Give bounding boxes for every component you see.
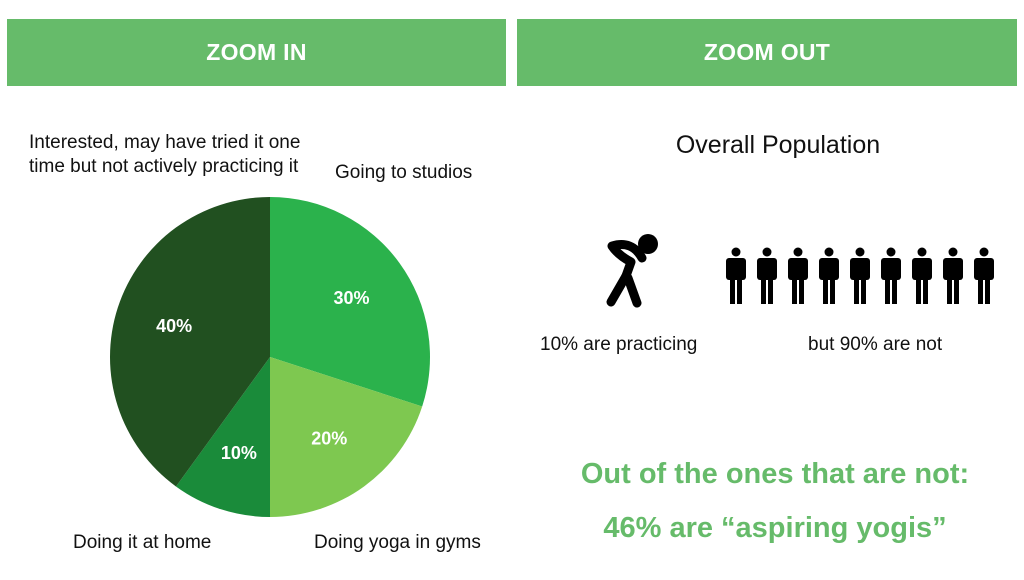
zoom-out-title: ZOOM OUT [703,39,831,65]
person-icon [757,247,777,304]
legend-label-studios: Going to studios [335,162,473,183]
not-practicing-label: but 90% are not [808,334,943,355]
zoom-in-banner: ZOOM IN [7,19,506,86]
person-icon [850,247,870,304]
slice-studios [270,197,430,407]
highlight-line-1: Out of the ones that are not: [580,458,970,490]
slice-gyms [270,357,423,517]
overall-population-title: Overall Population [675,131,881,159]
person-icon [943,247,963,304]
person-icon [726,247,746,304]
slice-gyms-pct-label: 20% [311,429,347,449]
legend-label-gyms: Doing yoga in gyms [314,532,481,553]
person-icon [881,247,901,304]
slice-home [175,357,270,517]
person-icon [819,247,839,304]
zoom-out-banner: ZOOM OUT [517,19,1017,86]
slice-home-pct-label: 10% [221,443,257,463]
person-icon [912,247,932,304]
person-row [726,247,994,304]
slice-interested-pct-label: 40% [156,316,192,336]
person-icon [974,247,994,304]
legend-label-interested: Interested, may have tried it one time b… [29,132,301,177]
legend-label-home: Doing it at home [73,532,212,553]
zoom-in-title: ZOOM IN [206,39,307,65]
slice-studios-pct-label: 30% [334,288,370,308]
practicing-label: 10% are practicing [540,334,698,355]
yoga-pose-icon [606,234,658,308]
person-icon [788,247,808,304]
highlight-line-2: 46% are “aspiring yogis” [603,512,947,544]
slice-interested [110,197,270,487]
